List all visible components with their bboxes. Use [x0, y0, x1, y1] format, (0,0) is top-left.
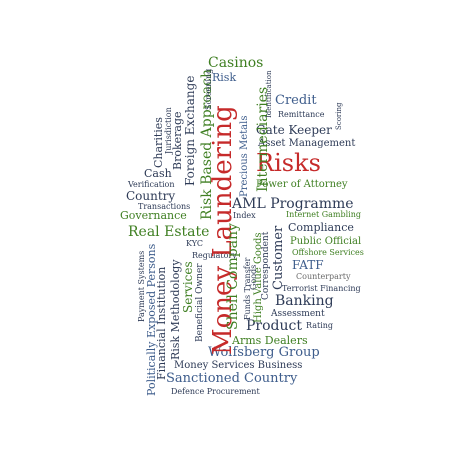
- word-cash: Cash: [144, 167, 172, 180]
- word-gate-keeper: Gate Keeper: [256, 123, 332, 137]
- word-kyc: KYC: [186, 239, 204, 248]
- word-fatf: FATF: [292, 258, 324, 272]
- word-assessment: Assessment: [271, 309, 325, 319]
- word-compliance: Compliance: [288, 221, 354, 234]
- word-risk: Risk: [212, 71, 237, 84]
- word-charities: Charities: [152, 117, 165, 168]
- word-services: Services: [181, 261, 195, 313]
- word-credit: Credit: [275, 93, 317, 108]
- word-foreign-exchange: Foreign Exchange: [183, 75, 197, 186]
- word-goods: Goods: [249, 264, 258, 290]
- word-risks: Risks: [256, 149, 321, 177]
- word-transactions: Transactions: [138, 202, 191, 211]
- word-remittance: Remittance: [278, 110, 325, 119]
- word-regulatory: Regulatory: [192, 251, 237, 260]
- word-payment-systems: Payment Systems: [137, 250, 146, 322]
- word-screening: Screening: [204, 68, 213, 110]
- word-banking: Banking: [275, 293, 334, 309]
- word-precious-metals: Precious Metals: [239, 115, 250, 197]
- word-real-estate: Real Estate: [128, 224, 210, 240]
- word-country: Country: [126, 189, 176, 203]
- word-internet-gambling: Internet Gambling: [286, 210, 361, 219]
- word-terrorist-financing: Terrorist Financing: [282, 284, 361, 293]
- word-defence-procurement: Defence Procurement: [171, 387, 260, 396]
- word-casinos: Casinos: [208, 55, 264, 71]
- word-governance: Governance: [120, 209, 187, 222]
- word-index: Index: [233, 211, 256, 220]
- word-power-of-attorney: Power of Attorney: [256, 179, 348, 190]
- word-wolfsberg-group: Wolfsberg Group: [208, 345, 320, 360]
- word-politically-exposed-persons: Politically Exposed Persons: [145, 243, 158, 396]
- word-sanctioned-country: Sanctioned Country: [166, 371, 298, 386]
- word-product: Product: [246, 318, 302, 334]
- word-shell-company: Shell Company: [225, 223, 241, 330]
- word-aml-programme: AML Programme: [232, 196, 354, 212]
- word-public-official: Public Official: [290, 236, 362, 247]
- word-risk-methodology: Risk Methodology: [169, 259, 182, 360]
- word-scoring: Scoring: [335, 102, 343, 130]
- word-asset-management: Asset Management: [258, 138, 356, 149]
- word-rating: Rating: [306, 321, 334, 330]
- word-counterparty: Counterparty: [296, 272, 351, 281]
- word-money-services-business: Money Services Business: [174, 360, 303, 371]
- word-arms-dealers: Arms Dealers: [232, 334, 308, 347]
- word-beneficial-owner: Beneficial Owner: [195, 263, 205, 342]
- word-offshore-services: Offshore Services: [292, 248, 364, 257]
- word-verification: Verification: [128, 180, 175, 189]
- word-brokerage: Brokerage: [171, 111, 184, 170]
- word-identification: Identification: [265, 70, 273, 119]
- word-customer: Customer: [271, 225, 286, 290]
